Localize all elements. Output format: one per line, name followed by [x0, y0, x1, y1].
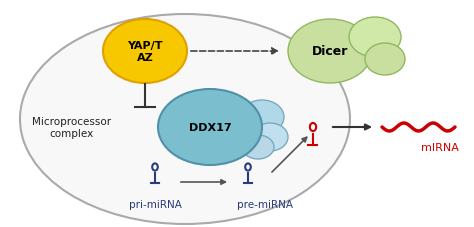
Ellipse shape — [103, 20, 187, 84]
Ellipse shape — [365, 44, 405, 76]
Ellipse shape — [242, 135, 274, 159]
Ellipse shape — [240, 101, 284, 134]
Text: pre-miRNA: pre-miRNA — [237, 199, 293, 209]
Ellipse shape — [158, 90, 262, 165]
Text: pri-miRNA: pri-miRNA — [128, 199, 182, 209]
Ellipse shape — [20, 15, 350, 224]
Ellipse shape — [349, 18, 401, 58]
Text: Microprocessor
complex: Microprocessor complex — [32, 117, 111, 138]
Text: Dicer: Dicer — [312, 45, 348, 58]
Text: DDX17: DDX17 — [189, 122, 231, 132]
Text: mIRNA: mIRNA — [421, 142, 459, 152]
Text: YAP/T
AZ: YAP/T AZ — [127, 41, 163, 62]
Ellipse shape — [252, 123, 288, 151]
Ellipse shape — [288, 20, 372, 84]
